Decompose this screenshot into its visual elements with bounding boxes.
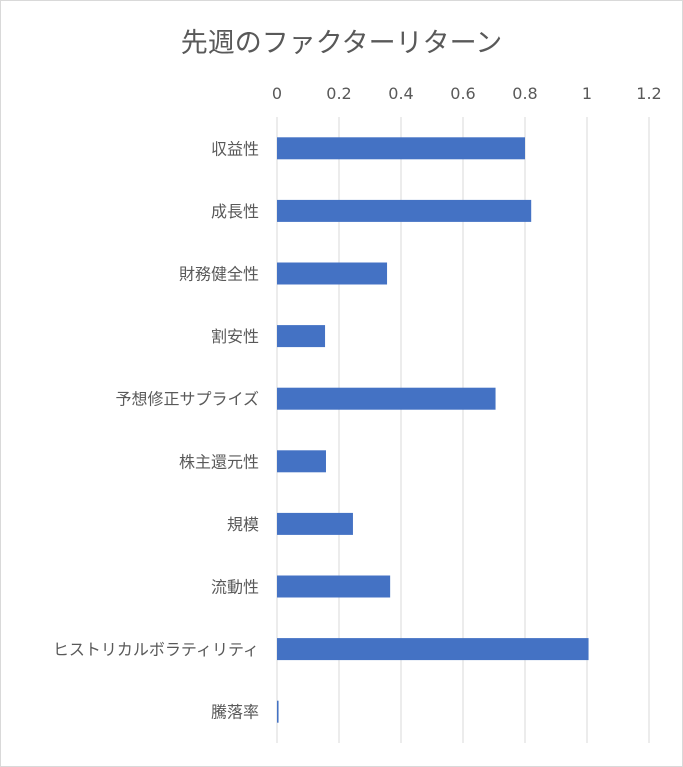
- bar: [277, 387, 496, 410]
- x-tick-label: 0.4: [388, 84, 413, 103]
- x-tick-label: 1.2: [636, 84, 661, 103]
- bar: [277, 700, 279, 723]
- bar: [277, 199, 532, 222]
- category-label: 成長性: [211, 202, 259, 221]
- category-label: 割安性: [211, 327, 259, 346]
- category-label: ヒストリカルボラティリティ: [53, 640, 259, 659]
- category-label: 財務健全性: [179, 265, 259, 284]
- bar: [277, 137, 525, 160]
- category-label: 流動性: [211, 578, 259, 597]
- x-tick-label: 0.8: [512, 84, 537, 103]
- bars: [277, 137, 589, 723]
- bar: [277, 450, 326, 473]
- category-labels: 収益性成長性財務健全性割安性予想修正サプライズ株主還元性規模流動性ヒストリカルボ…: [53, 139, 259, 721]
- x-tick-label: 0: [272, 84, 282, 103]
- chart-title: 先週のファクターリターン: [180, 28, 503, 59]
- category-label: 株主還元性: [179, 452, 259, 471]
- x-tick-label: 0.6: [450, 84, 475, 103]
- category-label: 予想修正サプライズ: [115, 390, 259, 409]
- bar: [277, 325, 326, 348]
- category-label: 規模: [227, 515, 259, 534]
- bar: [277, 638, 589, 661]
- bar: [277, 512, 353, 535]
- category-label: 収益性: [211, 139, 259, 158]
- x-tick-labels: 0 0.2 0.4 0.6 0.8 1 1.2: [272, 84, 662, 103]
- category-label: 騰落率: [211, 703, 259, 722]
- x-tick-label: 1: [582, 84, 592, 103]
- bar: [277, 262, 388, 285]
- x-tick-label: 0.2: [326, 84, 351, 103]
- bar: [277, 575, 391, 598]
